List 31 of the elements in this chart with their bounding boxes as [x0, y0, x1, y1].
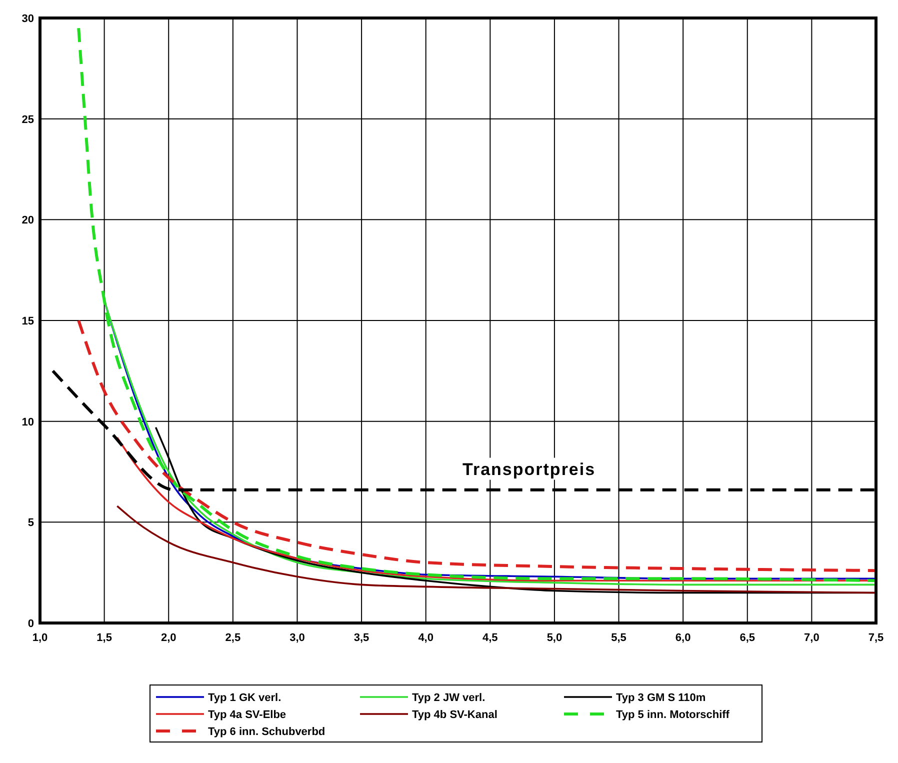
x-tick-label: 2,0	[160, 632, 176, 644]
line-series	[116, 505, 877, 594]
x-tick-label: 7,5	[868, 632, 884, 644]
x-tick-label: 4,0	[418, 632, 434, 644]
y-tick-label: 0	[28, 618, 34, 630]
line-series	[77, 26, 878, 582]
legend-label: Typ 2 JW verl.	[412, 692, 486, 704]
legend-label: Typ 4a SV-Elbe	[208, 709, 286, 721]
annotation: Transportpreis	[462, 460, 596, 479]
x-tick-label: 1,5	[96, 632, 112, 644]
x-tick-label: 6,0	[675, 632, 691, 644]
y-tick-label: 25	[22, 114, 34, 126]
legend-label: Typ 5 inn. Motorschiff	[616, 709, 730, 721]
x-tick-label: 2,5	[225, 632, 241, 644]
x-tick-label: 1,0	[32, 632, 48, 644]
y-tick-label: 10	[22, 416, 34, 428]
legend-label: Typ 4b SV-Kanal	[412, 709, 498, 721]
x-tick-label: 6,5	[740, 632, 756, 644]
x-tick-label: 3,5	[354, 632, 370, 644]
y-tick-label: 30	[22, 13, 34, 25]
legend-label: Typ 6 inn. Schubverbd	[208, 726, 326, 738]
x-tick-label: 4,5	[482, 632, 498, 644]
x-tick-label: 5,5	[611, 632, 626, 644]
y-tick-label: 15	[22, 316, 34, 328]
x-tick-label: 5,0	[546, 632, 562, 644]
legend-label: Typ 1 GK verl.	[208, 692, 282, 704]
y-tick-label: 20	[22, 214, 34, 227]
x-tick-label: 7,0	[804, 632, 820, 644]
legend-label: Typ 3 GM S 110m	[616, 692, 706, 704]
x-tick-label: 3,0	[290, 632, 305, 644]
y-tick-label: 5	[28, 517, 34, 530]
